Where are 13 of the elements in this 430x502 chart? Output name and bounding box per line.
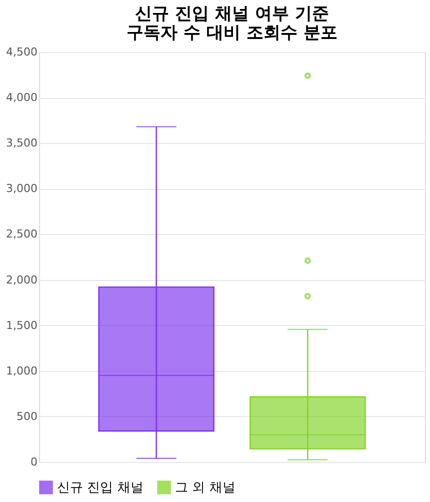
chart-title: 신규 진입 채널 여부 기준 구독자 수 대비 조회수 분포 <box>126 4 338 43</box>
y-tick-label: 1,500 <box>6 318 38 332</box>
y-tick-label: 2,000 <box>6 273 38 286</box>
y-tick-label: 3,500 <box>6 136 38 150</box>
y-tick-label: 3,000 <box>6 182 38 196</box>
y-tick-label: 500 <box>16 410 38 423</box>
legend-label: 신규 진입 채널 <box>57 480 144 496</box>
y-tick-label: 4,000 <box>6 91 38 104</box>
y-tick-label: 0 <box>30 456 38 468</box>
y-tick-label: 4,500 <box>6 46 38 58</box>
y-tick-label: 1,000 <box>6 364 38 378</box>
legend-label: 그 외 채널 <box>175 480 236 496</box>
y-tick-label: 2,500 <box>6 228 38 241</box>
